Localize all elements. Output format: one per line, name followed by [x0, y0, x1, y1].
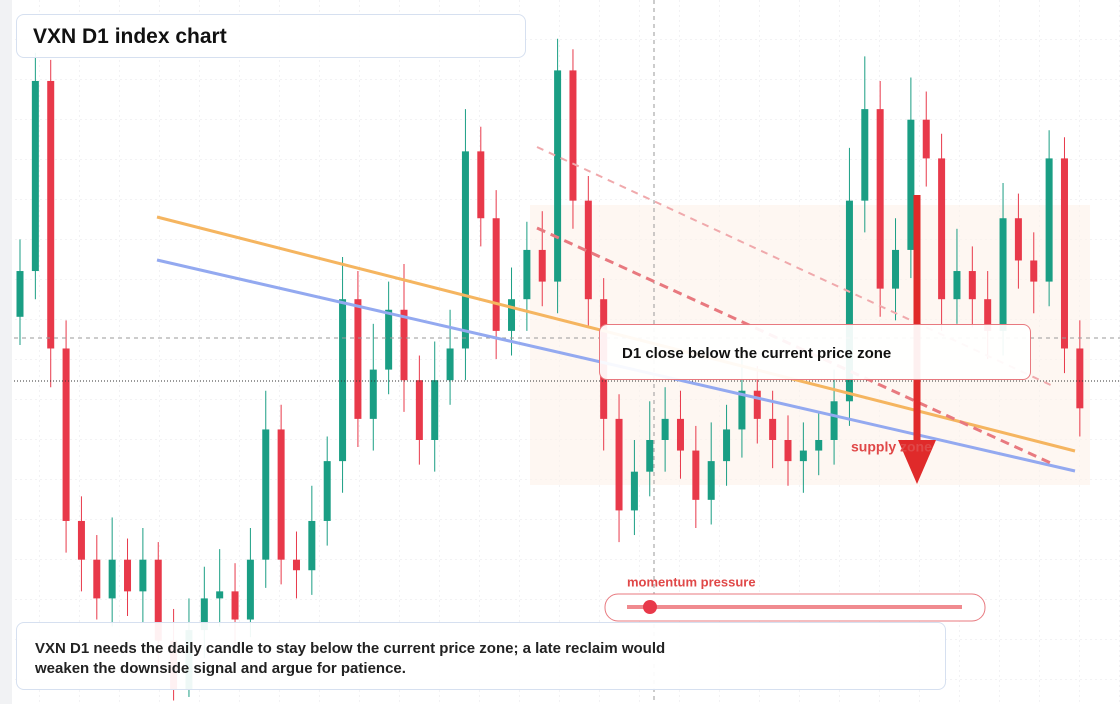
candle-body — [630, 471, 638, 511]
candle-body — [154, 559, 162, 641]
candle-body — [815, 440, 823, 451]
candle-body — [968, 271, 976, 300]
candle-body — [922, 119, 930, 159]
title-box: VXN D1 index chart — [16, 14, 526, 58]
candle-body — [369, 369, 377, 419]
candle-body — [47, 80, 55, 349]
candle-body — [661, 418, 669, 440]
note: VXN D1 needs the daily candle to stay be… — [35, 640, 666, 677]
title: VXN D1 index chart — [33, 25, 227, 48]
candle-body — [953, 271, 961, 300]
candle-body — [277, 429, 285, 560]
candle-body — [554, 70, 562, 282]
candle-body — [584, 200, 592, 300]
candle-body — [938, 158, 946, 300]
candle-body — [615, 418, 623, 511]
candle-body — [1030, 260, 1038, 282]
candle-body — [692, 450, 700, 500]
candle-body — [799, 450, 807, 462]
candle-body — [461, 151, 469, 349]
candle-body — [492, 218, 500, 331]
candle-body — [676, 418, 684, 451]
candle-body — [753, 390, 761, 419]
candle-body — [415, 380, 423, 440]
candle-body — [323, 461, 331, 521]
candle-body — [200, 598, 208, 631]
candle-body — [124, 559, 132, 592]
candle-body — [292, 559, 300, 571]
candle-body — [830, 401, 838, 440]
candle-body — [892, 249, 900, 289]
candle-body — [523, 249, 531, 300]
candle-body — [246, 559, 254, 620]
candle-body — [769, 418, 777, 440]
candle-body — [16, 271, 24, 317]
candle-body — [431, 380, 439, 440]
candle-body — [477, 151, 485, 219]
candle-body — [861, 109, 869, 201]
candle-body — [707, 461, 715, 500]
slider-label: momentum pressure — [627, 574, 756, 589]
candle-body — [93, 559, 101, 599]
candle-body — [784, 440, 792, 462]
arrow-head — [898, 440, 936, 484]
candle-body — [845, 200, 853, 402]
candle-body — [646, 440, 654, 472]
candle-body — [999, 218, 1007, 331]
candle-body — [354, 299, 362, 419]
candle-body — [1045, 158, 1053, 282]
candle-body — [108, 559, 116, 599]
candle-body — [876, 109, 884, 289]
candle-body — [62, 348, 70, 521]
candle-body — [723, 429, 731, 462]
candle-body — [139, 559, 147, 592]
candle-body — [77, 520, 85, 560]
candle-body — [984, 299, 992, 331]
note-box: VXN D1 needs the daily candle to stay be… — [16, 622, 946, 690]
candle-body — [216, 591, 224, 599]
callout: D1 close below the current price zone — [622, 345, 892, 362]
candle-body — [907, 119, 915, 250]
candle-body — [738, 390, 746, 430]
candle-body — [446, 348, 454, 381]
channel-lower — [536, 226, 1056, 467]
candle-body — [308, 520, 316, 571]
candle-body — [385, 309, 393, 370]
left-strip — [0, 0, 12, 704]
candle-body — [508, 299, 516, 331]
candle-body — [31, 80, 39, 272]
candle-body — [231, 591, 239, 620]
candle-body — [1014, 218, 1022, 261]
candle-body — [339, 299, 347, 462]
candle-body — [400, 309, 408, 381]
callout-box: D1 close below the current price zone — [599, 324, 1031, 380]
zone-label: supply zone — [851, 439, 932, 455]
candle-body — [569, 70, 577, 201]
candle-body — [1076, 348, 1084, 409]
candle-body — [538, 249, 546, 282]
channel-upper — [536, 146, 1056, 388]
candle-body — [1060, 158, 1068, 349]
candle-body — [262, 429, 270, 560]
slider-knob[interactable] — [643, 600, 657, 614]
